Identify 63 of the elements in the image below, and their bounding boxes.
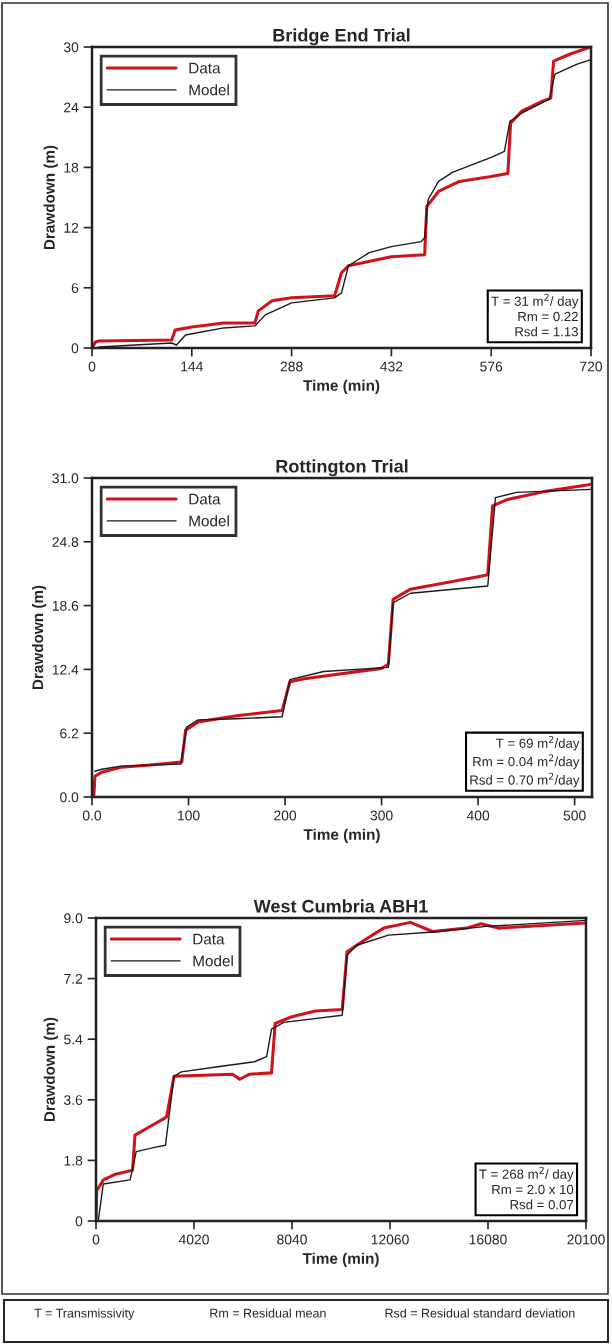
y-tick-label: 30 <box>63 42 79 53</box>
x-tick-label: 432 <box>380 361 403 372</box>
x-tick-label: 200 <box>274 810 297 821</box>
y-tick-label: 6 <box>71 283 79 293</box>
y-axis-title: Drawdown (m) <box>31 585 47 690</box>
y-tick-label: 6.2 <box>60 728 79 739</box>
x-tick-label: 0.0 <box>82 810 102 821</box>
y-axis-title: Drawdown (m) <box>43 145 58 250</box>
text: Rsd = Residual standard deviation <box>385 1308 575 1318</box>
legend-label: Data <box>193 933 225 945</box>
y-tick-label: 12 <box>64 222 79 233</box>
annotation: T = 69 m$^{2}$/day <box>496 735 580 751</box>
x-tick-label: 300 <box>370 810 393 821</box>
legend-label: Data <box>189 493 221 505</box>
y-tick-label: 24 <box>64 102 79 113</box>
x-tick-label: 576 <box>480 361 503 372</box>
x-tick-label: 16080 <box>469 1234 507 1245</box>
legend-label: Model <box>193 955 233 967</box>
annotation: Rsd = 1.13 <box>515 326 578 337</box>
chart-title: Bridge End Trial <box>273 28 410 46</box>
legend-label: Model <box>189 84 229 96</box>
annotation: Rm = 0.04 m$^{2}$/day <box>473 754 580 769</box>
y-tick-label: 24.8 <box>52 537 79 547</box>
x-tick-label: 100 <box>178 810 200 821</box>
annotation: Rm = 2.0 x 10 <box>492 1184 574 1195</box>
y-tick-label: 0 <box>75 1216 83 1227</box>
x-tick-label: 144 <box>181 361 203 372</box>
x-tick-label: 12060 <box>371 1234 409 1245</box>
x-tick-label: 0 <box>88 361 96 372</box>
x-tick-label: 8040 <box>277 1234 307 1245</box>
text: T = Transmissivity <box>34 1308 135 1321</box>
text: Rm = Residual mean <box>210 1308 326 1318</box>
annotation: Rsd = 0.07 <box>510 1199 574 1210</box>
x-tick-label: 288 <box>280 361 303 372</box>
x-tick-label: 4020 <box>178 1234 209 1245</box>
y-tick-label: 31.0 <box>52 473 79 484</box>
chart-title: West Cumbria ABH1 <box>253 899 428 913</box>
legend-label: Model <box>189 515 229 527</box>
annotation: Rsd = 0.70 m$^{2}$/day <box>470 772 580 788</box>
y-tick-label: 18.6 <box>52 600 79 611</box>
x-axis-title: Time (min) <box>303 828 380 843</box>
y-tick-label: 0.0 <box>60 792 79 803</box>
x-axis-title: Time (min) <box>302 1252 379 1267</box>
chart-title: Rottington Trial <box>276 459 408 477</box>
y-tick-label: 7.2 <box>64 973 83 984</box>
legend-label: Data <box>189 62 221 74</box>
y-tick-label: 0 <box>71 343 79 354</box>
x-tick-label: 500 <box>563 810 586 821</box>
y-tick-label: 3.6 <box>64 1095 83 1105</box>
y-tick-label: 1.8 <box>64 1155 83 1166</box>
annotation: T = 268 m$^{2}$/ day <box>479 1166 574 1182</box>
y-axis-title: Drawdown (m) <box>43 1017 58 1122</box>
y-tick-label: 18 <box>64 162 79 173</box>
x-axis-title: Time (min) <box>303 379 380 394</box>
x-tick-label: 400 <box>466 810 490 821</box>
y-tick-label: 12.4 <box>52 664 79 675</box>
y-tick-label: 5.4 <box>64 1034 83 1045</box>
y-tick-label: 9.0 <box>64 913 83 924</box>
annotation: Rm = 0.22 <box>518 311 578 322</box>
x-tick-label: 20100 <box>567 1234 605 1245</box>
x-tick-label: 720 <box>580 361 603 372</box>
x-tick-label: 0 <box>92 1234 100 1245</box>
annotation: T = 31 m$^{2}$/ day <box>491 293 579 309</box>
